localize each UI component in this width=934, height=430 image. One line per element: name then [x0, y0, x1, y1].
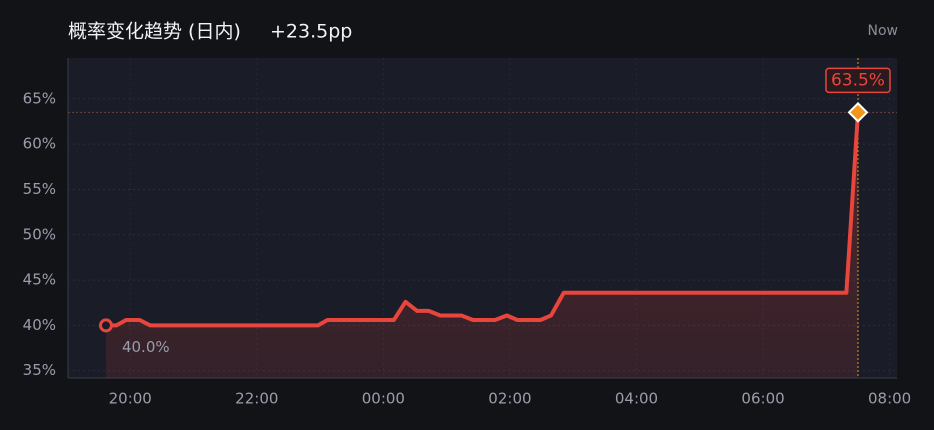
y-tick-label: 35% [23, 361, 56, 379]
value-label: 63.5% [831, 70, 885, 90]
y-tick-label: 55% [23, 180, 56, 198]
value-label: 40.0% [122, 338, 170, 356]
y-tick-label: 45% [23, 271, 56, 289]
x-tick-label: 22:00 [235, 390, 278, 408]
y-tick-label: 60% [23, 135, 56, 153]
x-tick-label: 20:00 [109, 390, 152, 408]
start-marker [98, 318, 113, 333]
end-marker [847, 101, 869, 123]
area [105, 112, 858, 379]
x-tick-label: 08:00 [868, 390, 911, 408]
x-tick-label: 06:00 [741, 390, 784, 408]
value-label-box [825, 67, 891, 94]
y-tick-label: 50% [23, 225, 56, 243]
line [105, 112, 860, 328]
now-label: Now [868, 23, 899, 39]
x-tick-label: 02:00 [488, 390, 531, 408]
x-tick-label: 04:00 [615, 390, 658, 408]
y-tick-label: 65% [23, 89, 56, 107]
chart-title: 概率变化趋势 (日内) [68, 21, 241, 43]
y-tick-label: 40% [23, 316, 56, 334]
change: +23.5pp [270, 21, 352, 43]
x-tick-label: 00:00 [362, 390, 405, 408]
